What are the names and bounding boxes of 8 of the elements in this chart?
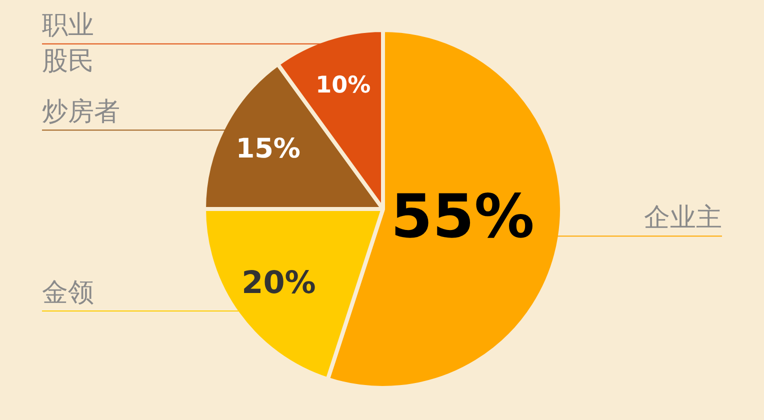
data-label: 20% [242,264,316,301]
slice-label: 金领 [42,278,94,308]
data-label: 15% [236,134,300,165]
data-label: 55% [390,182,534,252]
slice-label: 企业主 [644,202,722,233]
data-label: 10% [316,72,371,98]
slice-label: 职业股民 [42,10,94,77]
slice-label: 炒房者 [42,96,120,127]
